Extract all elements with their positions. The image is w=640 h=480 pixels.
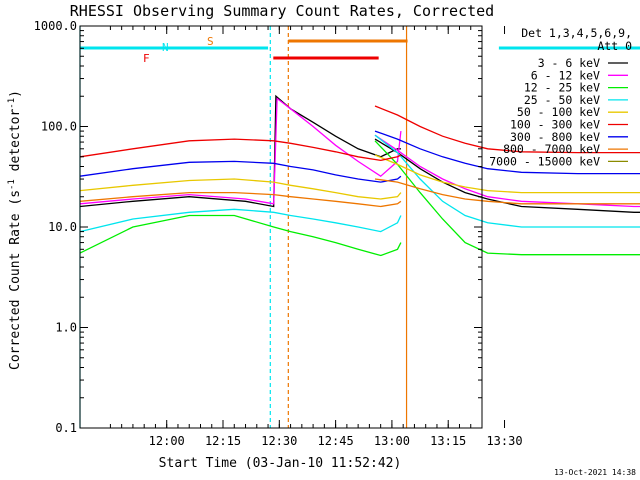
plot-frame	[79, 25, 483, 429]
y-tick-label: 100.0	[41, 120, 77, 134]
legend-item-label: 50 - 100 keV	[517, 105, 600, 119]
night-flag-label: N	[162, 41, 169, 54]
x-tick-label: 12:45	[318, 434, 354, 448]
x-tick-label: 13:00	[374, 434, 410, 448]
y-tick-label: 0.1	[55, 421, 77, 435]
y-tick-label: 1.0	[55, 321, 77, 335]
x-tick-label: 12:30	[261, 434, 297, 448]
y-axis-label: Corrected Count Rate (s-1 detector-1)	[7, 90, 23, 370]
legend-item-label: 12 - 25 keV	[524, 81, 600, 95]
series-line	[79, 97, 640, 208]
legend-subheader: Att 0	[597, 39, 632, 53]
series-line	[79, 178, 640, 208]
legend-item-label: 6 - 12 keV	[531, 68, 600, 82]
x-tick-label: 12:00	[149, 434, 185, 448]
x-tick-label: 13:15	[430, 434, 466, 448]
y-tick-label: 10.0	[48, 220, 77, 234]
saa-flag-label: S	[207, 35, 214, 48]
series-line	[79, 140, 640, 257]
legend-item-label: 3 - 6 keV	[538, 56, 600, 70]
legend-item-label: 800 - 7000 keV	[503, 142, 600, 156]
series-line	[79, 105, 640, 162]
legend-item-label: 300 - 800 keV	[510, 130, 600, 144]
series-line	[79, 134, 640, 233]
plot-area: NF S 0.1 1.0 10.0 100.0 1000.0 12:00 12:15 12:30 1…	[34, 19, 640, 448]
legend-item-label: 7000 - 15000 keV	[489, 154, 600, 168]
y-tick-label: 1000.0	[34, 19, 77, 33]
x-tick-label: 12:15	[205, 434, 241, 448]
legend-item-label: 100 - 300 keV	[510, 118, 600, 132]
x-axis-label: Start Time (03-Jan-10 11:52:42)	[159, 456, 402, 471]
legend-header: Det 1,3,4,5,6,9,	[521, 26, 632, 40]
series-line	[79, 130, 640, 183]
flare-flag-label: F	[143, 52, 150, 65]
chart-title: RHESSI Observing Summary Count Rates, Co…	[70, 2, 494, 20]
timestamp: 13-Oct-2021 14:38	[554, 468, 636, 477]
series-line	[79, 154, 640, 200]
legend-item-label: 25 - 50 keV	[524, 93, 600, 107]
x-tick-label: 13:30	[486, 434, 522, 448]
